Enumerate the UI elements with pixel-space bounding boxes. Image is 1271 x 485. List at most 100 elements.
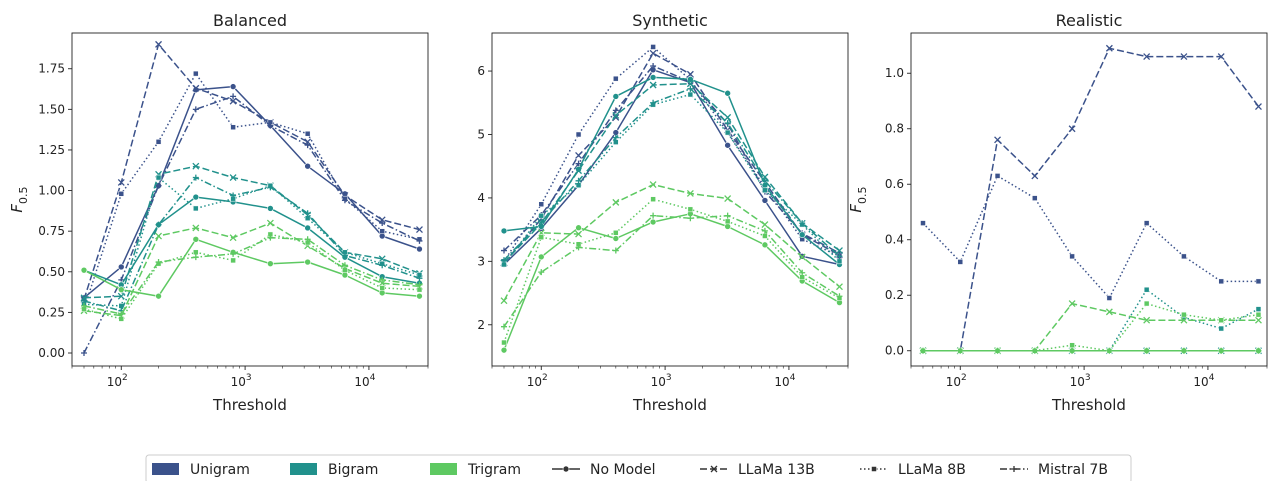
data-point-trigram-llama-13b: [724, 195, 732, 203]
data-point-unigram-mistral-7b: [612, 107, 619, 114]
x-tick-label: 104: [774, 373, 795, 389]
panel-synthetic: Synthetic 2 3 4 5 6 102 103 104 Threshold: [477, 11, 849, 414]
data-point-trigram-no-model: [341, 271, 349, 279]
data-point-trigram-no-model: [537, 253, 545, 261]
y-tick-label: 1.0: [885, 66, 904, 80]
legend-label: Unigram: [190, 462, 250, 478]
y-tick-label: 0.25: [38, 305, 65, 319]
x-tick-exponent: 2: [542, 373, 548, 383]
y-axis-label-symbol: F: [847, 204, 865, 213]
data-point-trigram-llama-8b: [1255, 311, 1262, 318]
data-point-trigram-mistral-7b: [192, 254, 199, 261]
series-layer: [919, 44, 1262, 355]
data-point-unigram-llama-13b: [686, 70, 694, 78]
data-point-unigram-llama-8b: [920, 220, 926, 226]
data-point-unigram-llama-8b: [994, 173, 1001, 179]
series-line-trigram-llama-13b: [83, 222, 420, 317]
data-point-unigram-llama-8b: [193, 70, 199, 77]
data-point-unigram-mistral-7b: [379, 220, 386, 227]
data-point-bigram-llama-8b: [762, 187, 768, 194]
data-point-unigram-llama-13b: [416, 226, 423, 234]
data-point-trigram-llama-8b: [118, 316, 125, 322]
data-point-unigram-llama-13b: [649, 49, 657, 57]
y-tick-label: 3: [477, 254, 485, 268]
data-point-trigram-mistral-7b: [836, 293, 843, 300]
data-point-trigram-mistral-7b: [650, 212, 657, 219]
x-tick-exponent: 3: [1085, 373, 1091, 383]
data-point-trigram-mistral-7b: [379, 276, 386, 283]
data-point-trigram-no-model: [80, 266, 88, 274]
series-line-unigram-llama-8b: [83, 72, 420, 310]
series-line-trigram-llama-8b: [83, 233, 420, 320]
chart-title: Synthetic: [632, 11, 708, 30]
data-point-unigram-mistral-7b: [230, 93, 237, 100]
data-point-trigram-no-model: [649, 218, 657, 226]
data-point-bigram-llama-13b: [192, 162, 200, 170]
data-point-unigram-no-model: [416, 245, 423, 253]
series-layer: [80, 40, 423, 357]
data-point-trigram-mistral-7b: [1069, 347, 1076, 354]
data-point-unigram-llama-8b: [613, 75, 619, 82]
data-point-unigram-llama-8b: [304, 130, 311, 137]
data-point-unigram-no-model: [724, 141, 731, 149]
data-point-bigram-llama-13b: [724, 113, 732, 121]
data-point-trigram-llama-8b: [1143, 300, 1150, 307]
x-tick-label: 102: [107, 373, 128, 389]
data-point-trigram-mistral-7b: [612, 247, 619, 254]
legend-item-llama-13b: LLaMa 13B: [700, 462, 815, 478]
legend-label: Trigram: [467, 462, 521, 478]
data-point-bigram-llama-13b: [575, 167, 583, 175]
data-point-trigram-llama-8b: [1181, 311, 1187, 318]
legend-item-llama-8b: LLaMa 8B: [860, 462, 966, 478]
data-point-bigram-mistral-7b: [575, 177, 582, 184]
data-point-unigram-llama-8b: [118, 191, 125, 197]
data-point-trigram-llama-13b: [761, 221, 769, 229]
legend-marker: [871, 466, 877, 472]
data-point-unigram-llama-13b: [1105, 44, 1113, 52]
y-tick-label: 0.8: [885, 122, 904, 136]
legend-swatch: [290, 463, 317, 475]
x-tick-label: 103: [1070, 373, 1091, 389]
series-line-unigram-llama-13b: [83, 43, 420, 300]
data-point-bigram-no-model: [798, 231, 806, 239]
data-point-unigram-mistral-7b: [416, 237, 423, 244]
legend-marker: [1011, 466, 1017, 472]
x-axis-label: Threshold: [632, 396, 707, 414]
series-line-bigram-llama-13b: [503, 82, 840, 264]
data-point-trigram-llama-13b: [1105, 308, 1113, 316]
data-point-trigram-no-model: [192, 235, 200, 243]
data-point-unigram-llama-13b: [117, 178, 125, 186]
legend: Unigram Bigram Trigram No Model LLaMa 13B LLa…: [145, 454, 1132, 484]
data-point-trigram-llama-13b: [500, 297, 508, 305]
series-line-bigram-llama-8b: [923, 288, 1259, 352]
data-point-trigram-mistral-7b: [724, 212, 731, 219]
data-point-trigram-llama-8b: [687, 206, 694, 213]
data-point-unigram-mistral-7b: [575, 160, 582, 167]
data-point-trigram-mistral-7b: [304, 236, 311, 243]
data-point-trigram-no-model: [155, 292, 162, 300]
data-point-bigram-mistral-7b: [724, 120, 731, 127]
plot-frame: [491, 32, 849, 367]
y-tick-label: 0.4: [885, 233, 904, 247]
data-point-bigram-llama-8b: [538, 212, 545, 219]
data-point-trigram-llama-8b: [193, 249, 199, 256]
data-point-unigram-llama-8b: [1218, 278, 1224, 285]
data-point-trigram-llama-13b: [575, 230, 583, 238]
data-point-trigram-no-model: [267, 260, 274, 267]
chart-title: Realistic: [1056, 11, 1123, 30]
data-point-bigram-mistral-7b: [687, 85, 694, 92]
x-tick-label: 103: [651, 373, 672, 389]
data-point-trigram-llama-8b: [538, 234, 545, 240]
data-point-bigram-llama-13b: [229, 174, 237, 182]
data-point-trigram-llama-13b: [649, 181, 657, 189]
legend-label: No Model: [590, 462, 656, 478]
data-point-bigram-llama-8b: [1143, 286, 1150, 293]
data-point-bigram-llama-13b: [761, 173, 769, 181]
y-tick-label: 1.75: [38, 62, 65, 76]
legend-label: Bigram: [328, 462, 378, 478]
data-point-unigram-llama-8b: [1032, 195, 1038, 201]
data-point-unigram-llama-8b: [538, 201, 545, 208]
data-point-unigram-llama-13b: [1068, 125, 1076, 133]
x-tick-exponent: 4: [790, 373, 796, 383]
y-tick-label: 6: [477, 64, 485, 78]
